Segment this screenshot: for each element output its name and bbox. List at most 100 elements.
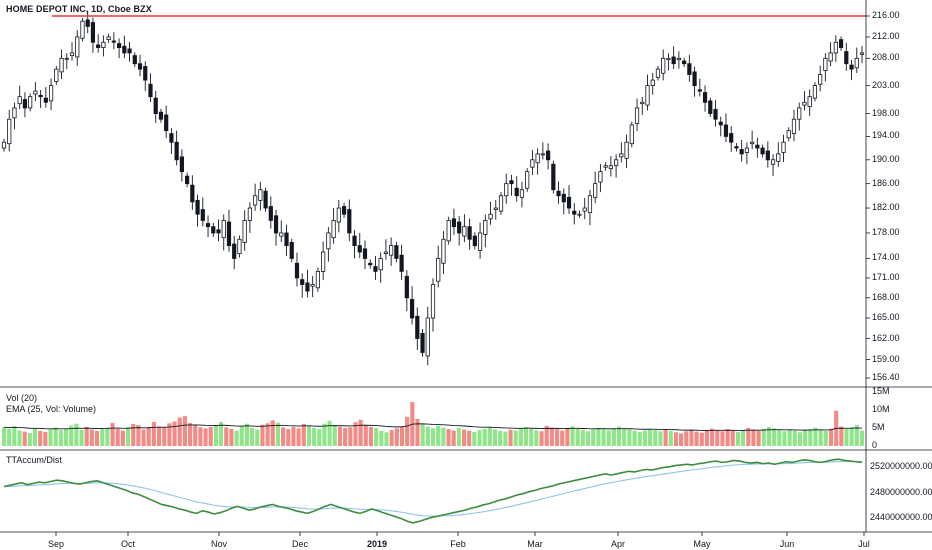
candle-body — [148, 83, 153, 98]
volume-bar — [849, 427, 854, 446]
candle-body — [310, 284, 315, 287]
volume-bar — [637, 431, 642, 446]
candle-body — [650, 79, 655, 86]
volume-bar — [48, 429, 53, 446]
volume-bar — [461, 429, 467, 446]
volume-bar — [596, 428, 601, 446]
candle-body — [190, 184, 195, 203]
volume-bar — [627, 429, 632, 446]
volume-bar — [808, 429, 813, 446]
volume-bar — [477, 430, 482, 446]
candle-body — [38, 94, 43, 98]
volume-bar — [327, 420, 332, 446]
price-tick-label: 212.00 — [872, 30, 900, 41]
volume-bar — [74, 423, 79, 446]
candle-body — [582, 207, 587, 212]
volume-bar — [441, 427, 446, 446]
volume-bar — [291, 426, 296, 446]
candle-body — [818, 74, 823, 85]
volume-bar — [859, 430, 865, 446]
candle-body — [488, 213, 493, 220]
volume-bar — [208, 426, 213, 446]
candle-body — [305, 282, 310, 292]
volume-bar — [554, 429, 560, 446]
candle-body — [833, 41, 838, 54]
candle-body — [315, 270, 321, 289]
candle-body — [394, 245, 399, 259]
volume-bar — [301, 424, 306, 446]
volume-tick-label: 0 — [872, 440, 878, 450]
candle-body — [211, 226, 216, 234]
volume-bar — [844, 429, 849, 446]
candle-body — [859, 52, 865, 55]
volume-bar — [648, 428, 653, 446]
volume-bar — [368, 426, 374, 446]
candle-body — [530, 159, 535, 168]
candle-body — [802, 101, 807, 106]
volume-bar — [746, 428, 751, 446]
price-tick-label: 198.00 — [872, 107, 900, 118]
candle-body — [551, 163, 556, 191]
volume-bar — [203, 428, 208, 446]
candle-body — [472, 235, 477, 247]
candle-body — [572, 210, 577, 215]
candle-body — [770, 159, 776, 165]
volume-bar — [156, 426, 162, 446]
volume-bar — [730, 430, 735, 446]
volume-bar — [270, 420, 275, 446]
candle-body — [158, 111, 164, 120]
time-tick-label: Apr — [610, 539, 626, 549]
volume-bars — [1, 402, 865, 446]
candle-body — [373, 266, 378, 272]
volume-bar — [854, 425, 859, 446]
candle-body — [519, 189, 525, 198]
candle-body — [577, 213, 582, 216]
candle-body — [786, 130, 791, 139]
ttaccum-tick-label: 2480000000.00 — [870, 486, 932, 497]
volume-bar — [653, 430, 658, 446]
candle-body — [744, 147, 750, 153]
candle-body — [378, 258, 383, 271]
price-tick-label: 171.00 — [872, 271, 900, 282]
candle-body — [111, 40, 116, 43]
volume-bar — [663, 429, 668, 446]
volume-bar — [275, 422, 281, 446]
volume-bar — [239, 426, 244, 446]
candle-body — [666, 57, 671, 61]
candle-body — [504, 183, 509, 197]
volume-bar — [146, 426, 151, 446]
volume-bar — [374, 428, 379, 446]
volume-bar — [177, 417, 182, 446]
candle-body — [566, 196, 572, 209]
volume-bar — [565, 428, 570, 446]
volume-bar — [539, 431, 544, 446]
ttaccum-title: TTAccum/Dist — [6, 455, 62, 465]
volume-bar — [348, 427, 353, 446]
candle-body — [451, 218, 457, 228]
candle-body — [226, 221, 232, 247]
candle-body — [273, 215, 279, 234]
candle-body — [457, 221, 462, 234]
volume-bar — [105, 427, 110, 446]
volume-bar — [84, 426, 89, 446]
candle-body — [64, 57, 69, 60]
volume-bar — [167, 423, 172, 446]
volume-bar — [1, 427, 7, 446]
candle-body — [614, 159, 619, 167]
volume-ema-line — [3, 423, 863, 431]
volume-bar — [265, 423, 270, 446]
volume-bar — [523, 426, 529, 446]
time-tick-label: Oct — [120, 539, 136, 549]
candle-body — [17, 96, 22, 105]
candle-body — [96, 44, 101, 48]
candle-body — [54, 68, 59, 82]
volume-bar — [446, 429, 451, 446]
volume-bar — [482, 428, 487, 446]
candle-body — [75, 36, 80, 58]
volume-bar — [353, 422, 358, 446]
candle-body — [734, 146, 739, 149]
volume-bar — [27, 433, 32, 446]
time-tick-label: Dec — [291, 539, 309, 549]
volume-bar — [508, 429, 513, 446]
time-tick-label: Jun — [779, 539, 795, 549]
